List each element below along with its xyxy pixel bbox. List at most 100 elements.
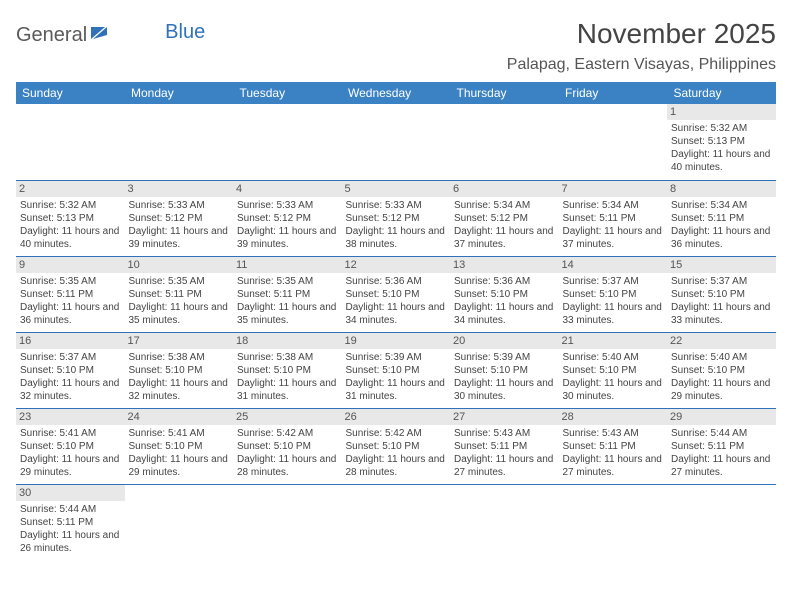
calendar-day-cell: 8Sunrise: 5:34 AMSunset: 5:11 PMDaylight… xyxy=(667,180,776,256)
day-number: 5 xyxy=(342,181,451,197)
daylight-text: Daylight: 11 hours and 26 minutes. xyxy=(20,529,121,555)
day-number: 19 xyxy=(342,333,451,349)
month-title: November 2025 xyxy=(507,18,776,50)
daylight-text: Daylight: 11 hours and 30 minutes. xyxy=(563,377,664,403)
sunset-text: Sunset: 5:10 PM xyxy=(671,364,772,377)
calendar-day-cell: 2Sunrise: 5:32 AMSunset: 5:13 PMDaylight… xyxy=(16,180,125,256)
sunset-text: Sunset: 5:11 PM xyxy=(671,212,772,225)
calendar-day-cell xyxy=(125,484,234,560)
calendar-day-cell: 19Sunrise: 5:39 AMSunset: 5:10 PMDayligh… xyxy=(342,332,451,408)
calendar-day-cell: 25Sunrise: 5:42 AMSunset: 5:10 PMDayligh… xyxy=(233,408,342,484)
calendar-day-cell: 26Sunrise: 5:42 AMSunset: 5:10 PMDayligh… xyxy=(342,408,451,484)
day-number: 23 xyxy=(16,409,125,425)
sunrise-text: Sunrise: 5:41 AM xyxy=(129,427,230,440)
daylight-text: Daylight: 11 hours and 39 minutes. xyxy=(129,225,230,251)
sunrise-text: Sunrise: 5:35 AM xyxy=(129,275,230,288)
day-number: 14 xyxy=(559,257,668,273)
sunrise-text: Sunrise: 5:35 AM xyxy=(20,275,121,288)
daylight-text: Daylight: 11 hours and 32 minutes. xyxy=(129,377,230,403)
sunrise-text: Sunrise: 5:34 AM xyxy=(454,199,555,212)
sunset-text: Sunset: 5:10 PM xyxy=(563,288,664,301)
logo-text-blue: Blue xyxy=(165,21,205,44)
daylight-text: Daylight: 11 hours and 40 minutes. xyxy=(20,225,121,251)
daylight-text: Daylight: 11 hours and 29 minutes. xyxy=(20,453,121,479)
weekday-header: Wednesday xyxy=(342,82,451,104)
calendar-day-cell xyxy=(125,104,234,180)
sunset-text: Sunset: 5:10 PM xyxy=(129,440,230,453)
sunset-text: Sunset: 5:10 PM xyxy=(129,364,230,377)
day-number: 28 xyxy=(559,409,668,425)
logo: General Blue xyxy=(16,18,205,47)
day-number: 29 xyxy=(667,409,776,425)
day-number: 6 xyxy=(450,181,559,197)
sunset-text: Sunset: 5:10 PM xyxy=(346,364,447,377)
sunrise-text: Sunrise: 5:37 AM xyxy=(20,351,121,364)
calendar-day-cell: 23Sunrise: 5:41 AMSunset: 5:10 PMDayligh… xyxy=(16,408,125,484)
sunset-text: Sunset: 5:11 PM xyxy=(20,288,121,301)
day-number: 17 xyxy=(125,333,234,349)
daylight-text: Daylight: 11 hours and 33 minutes. xyxy=(563,301,664,327)
daylight-text: Daylight: 11 hours and 30 minutes. xyxy=(454,377,555,403)
calendar-day-cell: 28Sunrise: 5:43 AMSunset: 5:11 PMDayligh… xyxy=(559,408,668,484)
sunset-text: Sunset: 5:10 PM xyxy=(454,288,555,301)
day-number: 21 xyxy=(559,333,668,349)
calendar-day-cell xyxy=(450,484,559,560)
daylight-text: Daylight: 11 hours and 29 minutes. xyxy=(671,377,772,403)
sunset-text: Sunset: 5:11 PM xyxy=(671,440,772,453)
sunset-text: Sunset: 5:10 PM xyxy=(20,440,121,453)
day-number: 3 xyxy=(125,181,234,197)
calendar-day-cell: 29Sunrise: 5:44 AMSunset: 5:11 PMDayligh… xyxy=(667,408,776,484)
calendar-day-cell: 15Sunrise: 5:37 AMSunset: 5:10 PMDayligh… xyxy=(667,256,776,332)
daylight-text: Daylight: 11 hours and 35 minutes. xyxy=(237,301,338,327)
sunrise-text: Sunrise: 5:37 AM xyxy=(671,275,772,288)
calendar-day-cell: 3Sunrise: 5:33 AMSunset: 5:12 PMDaylight… xyxy=(125,180,234,256)
sunrise-text: Sunrise: 5:38 AM xyxy=(129,351,230,364)
day-number: 16 xyxy=(16,333,125,349)
sunrise-text: Sunrise: 5:35 AM xyxy=(237,275,338,288)
day-number: 9 xyxy=(16,257,125,273)
daylight-text: Daylight: 11 hours and 27 minutes. xyxy=(671,453,772,479)
calendar-day-cell: 5Sunrise: 5:33 AMSunset: 5:12 PMDaylight… xyxy=(342,180,451,256)
sunset-text: Sunset: 5:10 PM xyxy=(346,440,447,453)
calendar-day-cell: 18Sunrise: 5:38 AMSunset: 5:10 PMDayligh… xyxy=(233,332,342,408)
daylight-text: Daylight: 11 hours and 29 minutes. xyxy=(129,453,230,479)
header: General Blue November 2025 Palapag, East… xyxy=(16,18,776,74)
day-number: 30 xyxy=(16,485,125,501)
sunset-text: Sunset: 5:12 PM xyxy=(129,212,230,225)
sunset-text: Sunset: 5:12 PM xyxy=(237,212,338,225)
calendar-day-cell: 10Sunrise: 5:35 AMSunset: 5:11 PMDayligh… xyxy=(125,256,234,332)
day-number: 26 xyxy=(342,409,451,425)
day-number: 24 xyxy=(125,409,234,425)
weekday-header: Thursday xyxy=(450,82,559,104)
sunrise-text: Sunrise: 5:38 AM xyxy=(237,351,338,364)
title-block: November 2025 Palapag, Eastern Visayas, … xyxy=(507,18,776,74)
weekday-header: Tuesday xyxy=(233,82,342,104)
sunrise-text: Sunrise: 5:34 AM xyxy=(563,199,664,212)
weekday-header: Saturday xyxy=(667,82,776,104)
calendar-week-row: 23Sunrise: 5:41 AMSunset: 5:10 PMDayligh… xyxy=(16,408,776,484)
daylight-text: Daylight: 11 hours and 34 minutes. xyxy=(454,301,555,327)
logo-text-general: General xyxy=(16,24,87,47)
sunset-text: Sunset: 5:11 PM xyxy=(563,212,664,225)
daylight-text: Daylight: 11 hours and 28 minutes. xyxy=(346,453,447,479)
calendar-day-cell xyxy=(342,104,451,180)
calendar-day-cell: 16Sunrise: 5:37 AMSunset: 5:10 PMDayligh… xyxy=(16,332,125,408)
logo-flag-icon xyxy=(91,25,113,46)
calendar-week-row: 9Sunrise: 5:35 AMSunset: 5:11 PMDaylight… xyxy=(16,256,776,332)
daylight-text: Daylight: 11 hours and 34 minutes. xyxy=(346,301,447,327)
sunrise-text: Sunrise: 5:33 AM xyxy=(237,199,338,212)
calendar-day-cell xyxy=(450,104,559,180)
calendar-day-cell: 6Sunrise: 5:34 AMSunset: 5:12 PMDaylight… xyxy=(450,180,559,256)
sunset-text: Sunset: 5:11 PM xyxy=(129,288,230,301)
day-number: 20 xyxy=(450,333,559,349)
day-number: 10 xyxy=(125,257,234,273)
calendar-week-row: 1Sunrise: 5:32 AMSunset: 5:13 PMDaylight… xyxy=(16,104,776,180)
sunrise-text: Sunrise: 5:39 AM xyxy=(454,351,555,364)
calendar-day-cell xyxy=(559,484,668,560)
weekday-header: Sunday xyxy=(16,82,125,104)
sunset-text: Sunset: 5:11 PM xyxy=(237,288,338,301)
day-number: 7 xyxy=(559,181,668,197)
sunset-text: Sunset: 5:11 PM xyxy=(20,516,121,529)
calendar-day-cell: 22Sunrise: 5:40 AMSunset: 5:10 PMDayligh… xyxy=(667,332,776,408)
sunset-text: Sunset: 5:11 PM xyxy=(563,440,664,453)
